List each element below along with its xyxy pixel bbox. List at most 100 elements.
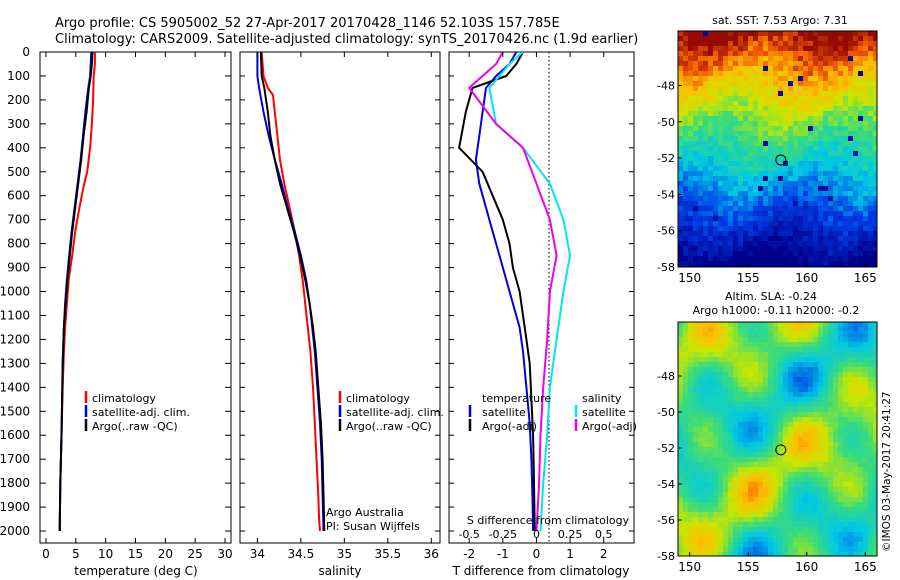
sst-cell (858, 226, 864, 232)
sst-cell (823, 181, 829, 187)
sst-cell (753, 166, 759, 172)
sla-cell (763, 357, 769, 363)
sla-cell (858, 407, 864, 413)
sst-cell (728, 121, 734, 127)
sst-cell (838, 101, 844, 107)
sst-cell (808, 66, 814, 72)
sst-cell (813, 206, 819, 212)
sst-cell (743, 186, 749, 192)
sla-cell (733, 347, 739, 353)
sst-cell (853, 91, 859, 97)
sst-cell (858, 51, 864, 57)
sst-cell (718, 181, 724, 187)
sla-cell (758, 497, 764, 503)
sla-cell (683, 397, 689, 403)
sla-cell (813, 362, 819, 368)
sla-cell (773, 482, 779, 488)
sla-cell (813, 457, 819, 463)
sst-cell (688, 201, 694, 207)
sst-cell (838, 141, 844, 147)
sst-cell (823, 176, 829, 182)
sla-cell (848, 547, 854, 553)
sst-cell (738, 251, 744, 257)
sla-cell (683, 407, 689, 413)
sst-cell (748, 176, 754, 182)
sst-cell (763, 86, 769, 92)
sla-cell (758, 352, 764, 358)
sst-cell (813, 36, 819, 42)
sla-cell (848, 527, 854, 533)
sla-cell (768, 512, 774, 518)
sla-cell (768, 347, 774, 353)
sla-cell (828, 407, 834, 413)
sla-cell (718, 382, 724, 388)
sla-cell (693, 407, 699, 413)
sst-cell (718, 211, 724, 217)
sla-cell (713, 427, 719, 433)
sla-cell (678, 457, 684, 463)
sst-cell (743, 251, 749, 257)
sst-cell (718, 36, 724, 42)
sla-cell (728, 477, 734, 483)
sla-cell (708, 407, 714, 413)
sst-cell (748, 171, 754, 177)
sst-cell (833, 231, 839, 237)
sla-cell (683, 517, 689, 523)
sla-cell (698, 337, 704, 343)
sst-cell (773, 56, 779, 62)
sst-cell (768, 91, 774, 97)
sst-cell (678, 136, 684, 142)
sst-cell (833, 96, 839, 102)
sst-cell (728, 236, 734, 242)
depth-tick-label: 2000 (0, 524, 30, 538)
sla-cell (778, 467, 784, 473)
sla-cell (758, 517, 764, 523)
sla-cell (873, 337, 877, 343)
sst-cell (743, 216, 749, 222)
sst-cell (773, 146, 779, 152)
sla-cell (708, 552, 714, 556)
sst-cell (728, 76, 734, 82)
sla-cell (728, 377, 734, 383)
sst-cell (753, 151, 759, 157)
sst-cell (698, 226, 704, 232)
sla-cell (703, 527, 709, 533)
sla-cell (753, 432, 759, 438)
sla-cell (778, 367, 784, 373)
sla-cell (863, 392, 869, 398)
sst-cell (838, 196, 844, 202)
sla-cell (713, 387, 719, 393)
sla-cell (853, 492, 859, 498)
sst-cell (843, 186, 849, 192)
sla-cell (828, 517, 834, 523)
sla-cell (688, 432, 694, 438)
sla-cell (793, 492, 799, 498)
sla-cell (823, 527, 829, 533)
sla-cell (873, 547, 877, 553)
sst-cell (738, 196, 744, 202)
sla-cell (733, 392, 739, 398)
sla-cell (753, 552, 759, 556)
sla-cell (688, 482, 694, 488)
sst-cell (863, 251, 869, 257)
sla-cell (763, 527, 769, 533)
sla-cell (873, 477, 877, 483)
sst-cell (678, 141, 684, 147)
sla-cell (678, 327, 684, 333)
sla-cell (838, 462, 844, 468)
sst-cell (708, 81, 714, 87)
sst-cell (678, 96, 684, 102)
sla-cell (868, 437, 874, 443)
sla-cell (768, 417, 774, 423)
sst-cell (758, 161, 764, 167)
sla-cell (828, 357, 834, 363)
sst-cell (703, 111, 709, 117)
sla-cell (843, 427, 849, 433)
sla-cell (863, 427, 869, 433)
sst-cell (843, 206, 849, 212)
sst-map-axes: 150 155 160 165-48-50-52-54-56-58 (657, 79, 877, 285)
sst-cell (868, 131, 874, 137)
sst-cell (698, 161, 704, 167)
x-tick-label: 30 (217, 547, 232, 561)
sla-cell (808, 337, 814, 343)
